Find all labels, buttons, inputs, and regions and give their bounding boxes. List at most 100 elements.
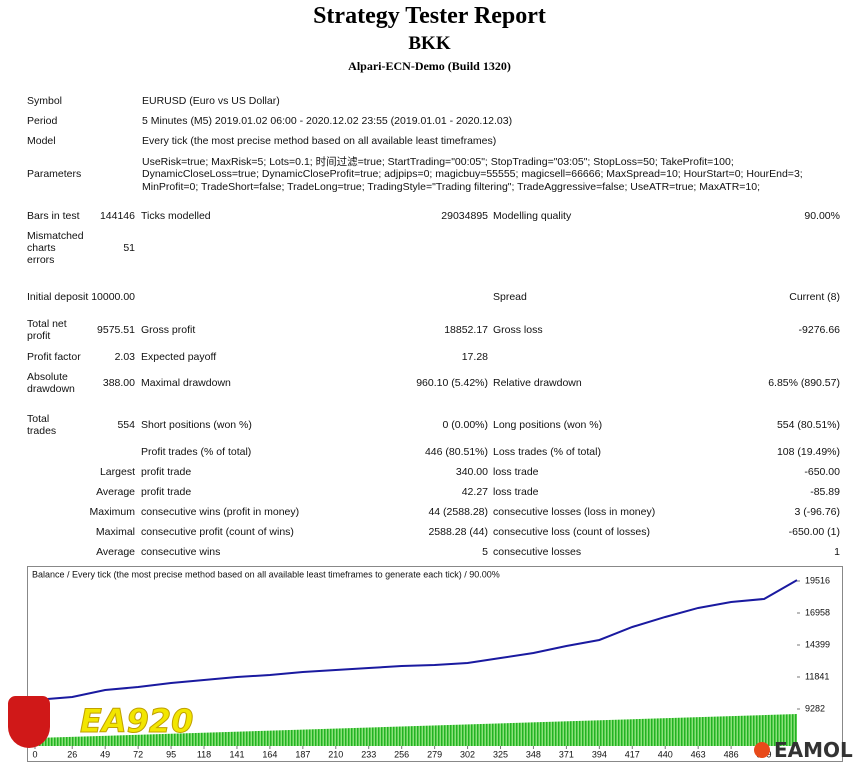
x-tick-label: 302 xyxy=(460,749,475,759)
stat-value: 446 (80.51%) xyxy=(424,446,488,458)
y-tick-label: 14399 xyxy=(805,639,830,649)
x-tick-label: 95 xyxy=(166,749,176,759)
stat-value: 90.00% xyxy=(804,210,840,222)
stat-value: 554 xyxy=(117,419,135,431)
y-tick-label: 11841 xyxy=(805,671,829,681)
x-tick-label: 49 xyxy=(100,749,110,759)
stat-label: Mismatched charts errors xyxy=(27,230,84,266)
stat-value: 1 xyxy=(834,546,840,558)
info-value: UseRisk=true; MaxRisk=5; Lots=0.1; 时间过滤=… xyxy=(142,155,734,168)
x-tick-label: 256 xyxy=(394,749,409,759)
stat-value: 9575.51 xyxy=(97,324,135,336)
x-tick-label: 394 xyxy=(592,749,607,759)
stat-value: 0 (0.00%) xyxy=(442,419,488,431)
stat-label: Total net profit xyxy=(27,318,67,342)
stat-value: 6.85% (890.57) xyxy=(768,377,840,389)
stat-value: 108 (19.49%) xyxy=(776,446,840,458)
stat-label: Short positions (won %) xyxy=(141,419,252,431)
y-tick-label: 9282 xyxy=(805,703,825,713)
x-tick-label: 348 xyxy=(526,749,541,759)
x-tick-label: 279 xyxy=(427,749,442,759)
stat-value: 340.00 xyxy=(455,466,488,478)
x-tick-label: 141 xyxy=(229,749,244,759)
stat-label: consecutive losses (loss in money) xyxy=(493,506,656,518)
stat-value: Largest xyxy=(99,466,135,478)
stat-value: -9276.66 xyxy=(798,324,840,336)
stat-value: 2588.28 (44) xyxy=(428,526,488,538)
report-title: Strategy Tester Report xyxy=(313,3,546,29)
stat-value: 554 (80.51%) xyxy=(776,419,840,431)
stat-value: Maximal xyxy=(95,526,135,538)
stat-value: -650.00 xyxy=(804,466,840,478)
stat-label: consecutive wins xyxy=(141,546,221,558)
stat-label: Maximal drawdown xyxy=(141,377,231,389)
x-tick-label: 371 xyxy=(559,749,574,759)
stat-value: 3 (-96.76) xyxy=(794,506,840,518)
stat-label: Modelling quality xyxy=(493,210,572,222)
x-tick-label: 417 xyxy=(625,749,640,759)
stat-value: 18852.17 xyxy=(444,324,488,336)
x-tick-label: 233 xyxy=(361,749,376,759)
stat-value: 10000.00 xyxy=(91,291,135,303)
stat-label: Bars in test xyxy=(27,210,80,222)
stat-value: Current (8) xyxy=(789,291,840,303)
stat-value: 51 xyxy=(123,242,135,254)
ea-name: BKK xyxy=(408,33,451,54)
stat-label: profit trade xyxy=(141,466,192,478)
stat-label: Ticks modelled xyxy=(141,210,211,222)
chart-title: Balance / Every tick (the most precise m… xyxy=(32,569,500,579)
info-value: Every tick (the most precise method base… xyxy=(142,135,497,147)
stat-value: 44 (2588.28) xyxy=(428,506,488,518)
info-value: MinProfit=0; TradeShort=false; TradeLong… xyxy=(142,180,761,193)
x-tick-label: 210 xyxy=(328,749,343,759)
y-tick-label: 19516 xyxy=(805,575,830,585)
stat-label: consecutive losses xyxy=(493,546,582,558)
info-value: 5 Minutes (M5) 2019.01.02 06:00 - 2020.1… xyxy=(142,115,513,127)
watermark-right: EAMOL xyxy=(774,738,853,762)
stat-value: Average xyxy=(96,546,135,558)
info-label: Model xyxy=(27,135,56,147)
stat-value: 388.00 xyxy=(102,377,135,389)
stat-value: 29034895 xyxy=(441,210,488,222)
info-label: Parameters xyxy=(27,168,82,180)
x-tick-label: 72 xyxy=(133,749,143,759)
x-tick-label: 325 xyxy=(493,749,508,759)
watermark-left: EA920 xyxy=(79,702,194,741)
right-logo xyxy=(754,742,770,758)
stat-value: 960.10 (5.42%) xyxy=(416,377,488,389)
x-tick-label: 463 xyxy=(691,749,706,759)
stat-value: 144146 xyxy=(99,210,135,222)
y-tick-label: 16958 xyxy=(805,607,830,617)
stat-value: Average xyxy=(96,486,135,498)
stat-label: consecutive profit (count of wins) xyxy=(141,526,294,538)
stat-label: profit trade xyxy=(141,486,192,498)
stat-value: 2.03 xyxy=(114,351,135,363)
stat-label: Absolute drawdown xyxy=(27,371,75,395)
stat-value: -85.89 xyxy=(810,486,840,498)
stat-value: -650.00 (1) xyxy=(788,526,840,538)
stat-label: consecutive loss (count of losses) xyxy=(493,526,650,538)
x-tick-label: 118 xyxy=(197,749,211,759)
stat-label: Loss trades (% of total) xyxy=(493,446,601,458)
stat-label: loss trade xyxy=(493,486,539,498)
info-label: Period xyxy=(27,115,58,127)
stat-label: loss trade xyxy=(493,466,539,478)
x-tick-label: 164 xyxy=(262,749,277,759)
stat-label: Relative drawdown xyxy=(493,377,582,389)
stat-label: Expected payoff xyxy=(141,351,217,363)
x-tick-label: 0 xyxy=(32,749,37,759)
left-logo xyxy=(8,696,50,748)
stat-label: Total trades xyxy=(27,413,57,437)
stat-label: Long positions (won %) xyxy=(493,419,603,431)
stat-label: Profit factor xyxy=(27,351,81,363)
stat-label: Gross loss xyxy=(493,324,543,336)
server: Alpari-ECN-Demo (Build 1320) xyxy=(348,59,511,73)
stat-value: Maximum xyxy=(89,506,135,518)
balance-line xyxy=(34,579,798,702)
x-tick-label: 187 xyxy=(295,749,310,759)
info-value: DynamicCloseLoss=true; DynamicCloseProfi… xyxy=(142,168,803,180)
stat-value: 17.28 xyxy=(461,351,488,363)
stat-value: 5 xyxy=(482,546,488,558)
info-label: Symbol xyxy=(27,95,63,107)
